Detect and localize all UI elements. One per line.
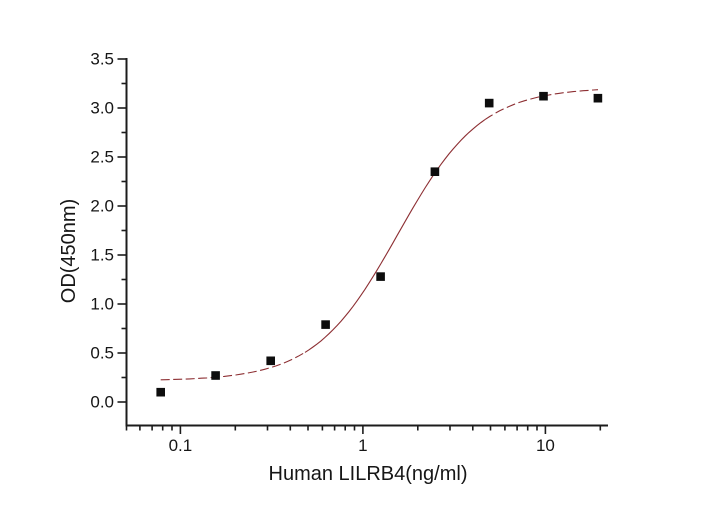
svg-text:3.5: 3.5 — [90, 50, 114, 69]
svg-text:1.5: 1.5 — [90, 246, 114, 265]
svg-text:Human LILRB4(ng/ml): Human LILRB4(ng/ml) — [269, 463, 468, 485]
svg-text:0.1: 0.1 — [169, 436, 193, 455]
svg-text:OD(450nm): OD(450nm) — [58, 199, 80, 303]
svg-text:0.0: 0.0 — [90, 393, 114, 412]
svg-text:1: 1 — [358, 436, 367, 455]
svg-text:10: 10 — [536, 436, 555, 455]
svg-text:2.5: 2.5 — [90, 148, 114, 167]
svg-text:0.5: 0.5 — [90, 344, 114, 363]
svg-text:3.0: 3.0 — [90, 99, 114, 118]
svg-text:2.0: 2.0 — [90, 197, 114, 216]
svg-text:1.0: 1.0 — [90, 295, 114, 314]
